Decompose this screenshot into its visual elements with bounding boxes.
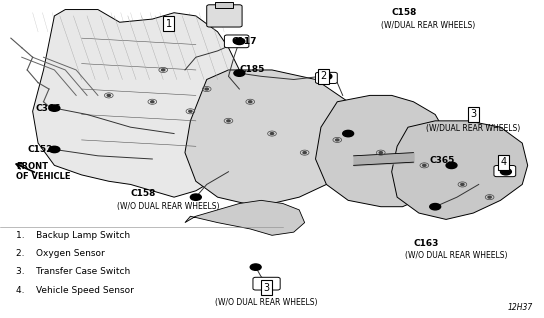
Circle shape	[321, 73, 332, 80]
Text: (W/DUAL REAR WHEELS): (W/DUAL REAR WHEELS)	[426, 124, 521, 133]
Text: C185: C185	[239, 66, 265, 74]
Circle shape	[423, 164, 426, 166]
Circle shape	[270, 133, 274, 135]
FancyBboxPatch shape	[215, 2, 233, 8]
Text: (W/O DUAL REAR WHEELS): (W/O DUAL REAR WHEELS)	[215, 298, 318, 307]
Polygon shape	[316, 95, 452, 207]
Text: C366: C366	[35, 104, 61, 113]
Circle shape	[190, 194, 201, 200]
FancyBboxPatch shape	[224, 35, 249, 48]
FancyBboxPatch shape	[494, 165, 516, 177]
Polygon shape	[185, 70, 359, 204]
Circle shape	[162, 69, 165, 71]
Circle shape	[234, 38, 245, 45]
Text: (W/DUAL REAR WHEELS): (W/DUAL REAR WHEELS)	[381, 21, 475, 30]
Circle shape	[227, 120, 230, 122]
Circle shape	[205, 88, 208, 90]
Circle shape	[107, 94, 110, 96]
Circle shape	[250, 264, 261, 270]
Text: 12H37: 12H37	[508, 303, 533, 312]
Circle shape	[379, 152, 382, 154]
Text: C152: C152	[27, 145, 53, 154]
Circle shape	[49, 146, 60, 153]
Circle shape	[500, 169, 511, 175]
Text: 3.    Transfer Case Switch: 3. Transfer Case Switch	[16, 267, 131, 276]
Text: (W/O DUAL REAR WHEELS): (W/O DUAL REAR WHEELS)	[117, 202, 219, 211]
Text: 4: 4	[500, 157, 506, 167]
Text: 3: 3	[470, 109, 477, 120]
Text: C163: C163	[413, 239, 439, 248]
Polygon shape	[185, 200, 305, 235]
Circle shape	[461, 183, 464, 185]
Circle shape	[234, 70, 245, 76]
Circle shape	[446, 162, 457, 169]
Polygon shape	[392, 121, 528, 219]
Circle shape	[249, 101, 252, 103]
Circle shape	[336, 139, 339, 141]
FancyBboxPatch shape	[207, 5, 242, 27]
Text: C117: C117	[231, 37, 257, 46]
Text: 4.    Vehicle Speed Sensor: 4. Vehicle Speed Sensor	[16, 286, 134, 295]
Text: C158: C158	[392, 8, 417, 17]
Polygon shape	[33, 10, 250, 197]
Circle shape	[343, 130, 354, 137]
Circle shape	[189, 110, 192, 112]
Text: 3: 3	[263, 283, 270, 293]
Circle shape	[303, 152, 306, 154]
FancyBboxPatch shape	[316, 72, 337, 83]
Text: 1.    Backup Lamp Switch: 1. Backup Lamp Switch	[16, 231, 131, 239]
Circle shape	[430, 204, 441, 210]
Circle shape	[151, 101, 154, 103]
Text: C158: C158	[131, 190, 156, 198]
Text: 2.    Oxygen Sensor: 2. Oxygen Sensor	[16, 249, 105, 258]
Text: C365: C365	[430, 156, 455, 165]
Circle shape	[49, 105, 60, 111]
Circle shape	[488, 196, 491, 198]
Text: (W/O DUAL REAR WHEELS): (W/O DUAL REAR WHEELS)	[405, 252, 508, 260]
Text: FRONT
OF VEHICLE: FRONT OF VEHICLE	[16, 162, 71, 182]
FancyBboxPatch shape	[253, 277, 280, 290]
Text: 2: 2	[320, 71, 327, 81]
Text: 1: 1	[165, 19, 172, 29]
